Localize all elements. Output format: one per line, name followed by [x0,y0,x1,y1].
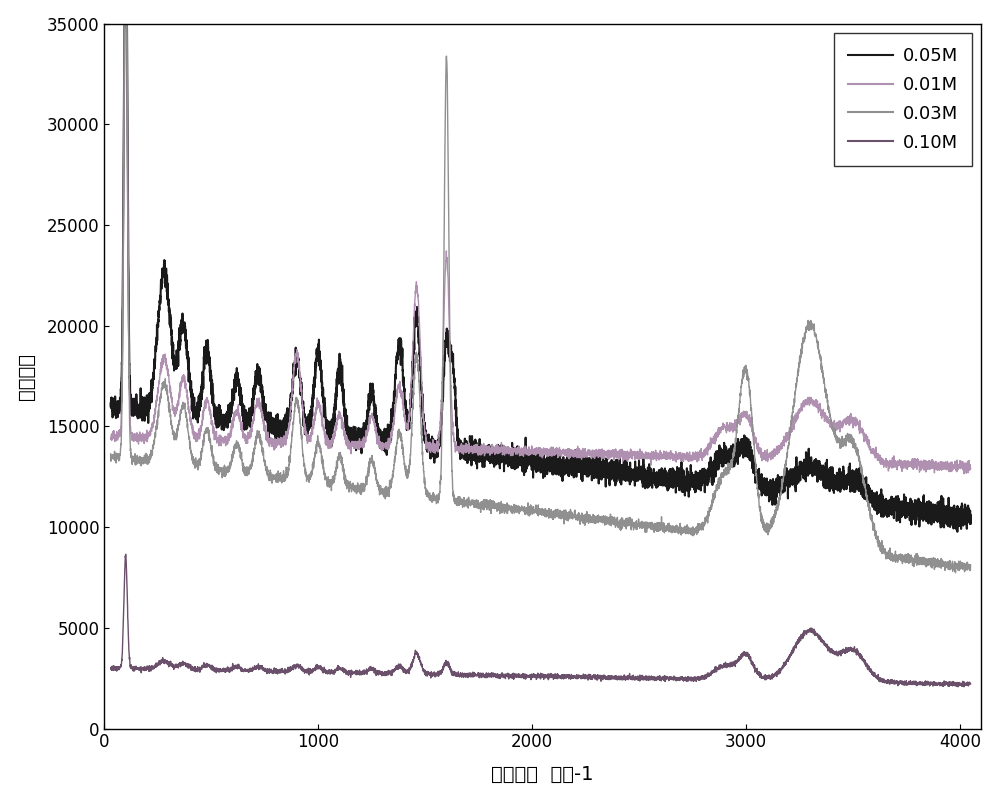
0.10M [120,549,132,559]
0.05M [951,527,963,537]
Line: 0.05M: 0.05M [111,24,971,532]
0.01M [118,19,130,29]
0.05M [490,448,502,457]
0.05M [314,351,326,360]
0.10M [314,662,326,671]
0.05M [118,19,130,29]
0.03M [490,503,502,513]
Legend: 0.05M, 0.01M, 0.03M, 0.10M: 0.05M, 0.01M, 0.03M, 0.10M [834,33,972,166]
0.03M [309,452,321,461]
0.01M [304,433,316,442]
Line: 0.03M: 0.03M [111,24,971,573]
0.01M [314,400,326,409]
0.01M [429,444,441,453]
0.10M [309,662,321,672]
Line: 0.01M: 0.01M [111,24,971,473]
0.10M [958,679,970,689]
0.03M [304,471,316,481]
0.01M [309,410,321,420]
0.05M [965,519,977,529]
0.01M [105,434,117,444]
0.03M [965,560,977,570]
0.10M [490,670,502,679]
0.10M [965,678,977,688]
0.10M [304,667,316,677]
0.10M [105,663,117,673]
0.05M [958,507,970,517]
0.01M [958,463,970,473]
0.05M [304,418,316,428]
0.03M [958,561,970,570]
0.01M [490,445,502,454]
X-axis label: 拉曼位移  厘米-1: 拉曼位移 厘米-1 [491,765,594,784]
0.03M [314,441,326,450]
Y-axis label: 散射强度: 散射强度 [17,352,36,400]
0.01M [958,469,970,478]
0.05M [105,399,117,409]
0.05M [309,358,321,368]
0.01M [965,465,977,474]
0.10M [429,669,441,678]
0.03M [949,568,961,578]
0.03M [119,19,131,29]
0.10M [958,682,970,691]
0.05M [429,437,441,446]
0.03M [429,493,441,502]
Line: 0.10M: 0.10M [111,554,971,686]
0.03M [105,449,117,459]
